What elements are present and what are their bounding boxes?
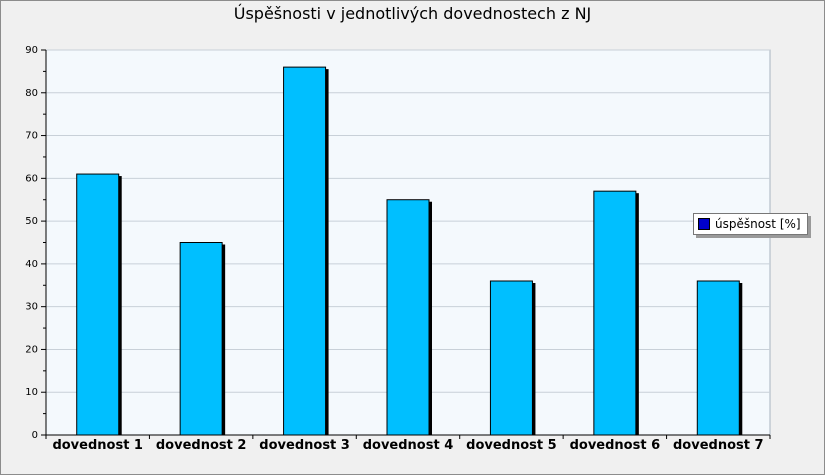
x-category-label: dovednost 4 <box>363 438 454 453</box>
bar <box>696 280 740 436</box>
bar <box>386 199 430 436</box>
y-tick-label: 50 <box>25 216 38 227</box>
y-tick-label: 20 <box>25 344 38 355</box>
bar <box>283 66 327 436</box>
y-tick-label: 70 <box>25 131 38 142</box>
y-tick-label: 80 <box>25 88 38 99</box>
legend-swatch <box>698 218 710 230</box>
bars <box>76 66 743 436</box>
x-category-label: dovednost 7 <box>673 438 764 453</box>
legend-label: úspěšnost [%] <box>715 217 801 231</box>
y-tick-label: 90 <box>25 45 38 56</box>
y-tick-label: 60 <box>25 173 38 184</box>
bar <box>76 173 120 436</box>
x-category-label: dovednost 2 <box>156 438 247 453</box>
bar <box>593 190 637 436</box>
bar <box>179 242 223 436</box>
x-category-label: dovednost 1 <box>52 438 143 453</box>
axes: 0 10 20 30 40 50 60 70 80 90 dovednost 1 dovednost … <box>25 45 771 453</box>
x-category-label: dovednost 6 <box>570 438 661 453</box>
chart-title: Úspěšnosti v jednotlivých dovednostech z… <box>233 4 592 23</box>
y-tick-label: 40 <box>25 259 38 270</box>
legend: úspěšnost [%] <box>693 213 808 235</box>
y-tick-label: 30 <box>25 302 38 313</box>
y-tick-label: 0 <box>32 430 38 441</box>
y-tick-label: 10 <box>25 387 38 398</box>
x-category-label: dovednost 5 <box>466 438 557 453</box>
bar <box>489 280 533 436</box>
x-category-label: dovednost 3 <box>259 438 350 453</box>
